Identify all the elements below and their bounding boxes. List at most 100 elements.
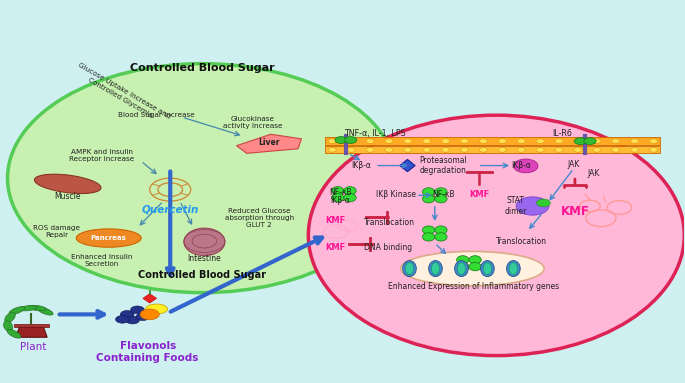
Circle shape xyxy=(442,147,450,152)
Ellipse shape xyxy=(76,229,141,247)
Text: STAT
dimer: STAT dimer xyxy=(504,196,527,216)
Circle shape xyxy=(403,139,412,143)
Circle shape xyxy=(442,139,450,143)
Ellipse shape xyxy=(34,174,101,193)
Text: Enhanced Expression of Inflammatory genes: Enhanced Expression of Inflammatory gene… xyxy=(388,282,560,291)
Circle shape xyxy=(555,139,563,143)
Circle shape xyxy=(513,159,538,173)
Ellipse shape xyxy=(403,260,416,277)
Bar xyxy=(325,146,660,153)
Circle shape xyxy=(366,147,374,152)
Text: Translocation: Translocation xyxy=(364,218,414,227)
Circle shape xyxy=(126,316,140,324)
Text: Controlled Blood Sugar: Controlled Blood Sugar xyxy=(130,63,275,73)
Text: KMF: KMF xyxy=(560,205,589,218)
Ellipse shape xyxy=(469,263,482,271)
Circle shape xyxy=(517,139,525,143)
Circle shape xyxy=(328,147,336,152)
Circle shape xyxy=(335,137,347,143)
Circle shape xyxy=(423,139,431,143)
Ellipse shape xyxy=(484,262,492,275)
Circle shape xyxy=(136,313,150,321)
Circle shape xyxy=(116,316,129,323)
Text: Glucose Uptake Increase and
Controlled Glycemia: Glucose Uptake Increase and Controlled G… xyxy=(73,62,171,126)
Text: Translocation: Translocation xyxy=(496,237,547,246)
Circle shape xyxy=(347,139,356,143)
Circle shape xyxy=(612,147,620,152)
Circle shape xyxy=(460,139,469,143)
Circle shape xyxy=(574,139,582,143)
Ellipse shape xyxy=(435,195,447,203)
Ellipse shape xyxy=(406,262,414,275)
Text: IKβ Kinase: IKβ Kinase xyxy=(376,190,416,199)
Text: IL-R6: IL-R6 xyxy=(553,129,573,138)
Text: JAK: JAK xyxy=(567,160,580,169)
Circle shape xyxy=(328,139,336,143)
Ellipse shape xyxy=(435,226,447,234)
Ellipse shape xyxy=(481,260,495,277)
Ellipse shape xyxy=(429,260,443,277)
Circle shape xyxy=(612,139,620,143)
Ellipse shape xyxy=(432,262,440,275)
Polygon shape xyxy=(236,134,301,153)
Bar xyxy=(325,137,660,144)
Polygon shape xyxy=(16,326,47,337)
Circle shape xyxy=(536,147,545,152)
Text: IKβ-α: IKβ-α xyxy=(351,161,371,170)
Text: KMF: KMF xyxy=(469,190,489,199)
Ellipse shape xyxy=(423,226,435,234)
Ellipse shape xyxy=(146,304,168,314)
Circle shape xyxy=(423,147,431,152)
Circle shape xyxy=(649,147,658,152)
Ellipse shape xyxy=(457,256,469,264)
Ellipse shape xyxy=(9,306,25,314)
Circle shape xyxy=(574,138,586,144)
Ellipse shape xyxy=(469,256,482,264)
Circle shape xyxy=(498,139,506,143)
Polygon shape xyxy=(400,159,415,172)
Text: NF-κB: NF-κB xyxy=(432,190,455,199)
Text: IKβ-α: IKβ-α xyxy=(512,161,532,170)
Circle shape xyxy=(385,147,393,152)
Text: Proteasomal
degradation: Proteasomal degradation xyxy=(419,156,467,175)
Text: Muscle: Muscle xyxy=(54,192,81,201)
Ellipse shape xyxy=(8,329,23,337)
Ellipse shape xyxy=(332,193,344,202)
Circle shape xyxy=(345,137,357,143)
Circle shape xyxy=(498,147,506,152)
Text: IKβ-α: IKβ-α xyxy=(330,196,351,205)
Circle shape xyxy=(131,306,145,314)
Ellipse shape xyxy=(510,262,517,275)
Circle shape xyxy=(121,311,134,318)
Ellipse shape xyxy=(184,228,225,255)
Bar xyxy=(14,324,49,327)
Text: KMF: KMF xyxy=(325,244,346,252)
Text: Plant: Plant xyxy=(21,342,47,352)
Ellipse shape xyxy=(28,305,47,311)
Circle shape xyxy=(385,139,393,143)
Circle shape xyxy=(593,147,601,152)
Text: NF-κB: NF-κB xyxy=(329,188,351,197)
Circle shape xyxy=(630,147,638,152)
Circle shape xyxy=(584,138,596,144)
Circle shape xyxy=(403,147,412,152)
Ellipse shape xyxy=(457,263,469,271)
Circle shape xyxy=(630,139,638,143)
Ellipse shape xyxy=(8,64,397,293)
Ellipse shape xyxy=(344,187,356,195)
Circle shape xyxy=(555,147,563,152)
Ellipse shape xyxy=(308,115,684,355)
Text: Intestine: Intestine xyxy=(188,254,221,264)
Ellipse shape xyxy=(507,260,520,277)
Ellipse shape xyxy=(435,233,447,241)
Text: KMF: KMF xyxy=(325,216,346,224)
Ellipse shape xyxy=(332,187,344,195)
Circle shape xyxy=(536,199,550,207)
Text: Liver: Liver xyxy=(259,138,280,147)
Ellipse shape xyxy=(38,307,54,314)
Ellipse shape xyxy=(423,233,435,241)
Circle shape xyxy=(574,147,582,152)
Circle shape xyxy=(649,139,658,143)
Circle shape xyxy=(479,147,488,152)
Circle shape xyxy=(347,147,356,152)
